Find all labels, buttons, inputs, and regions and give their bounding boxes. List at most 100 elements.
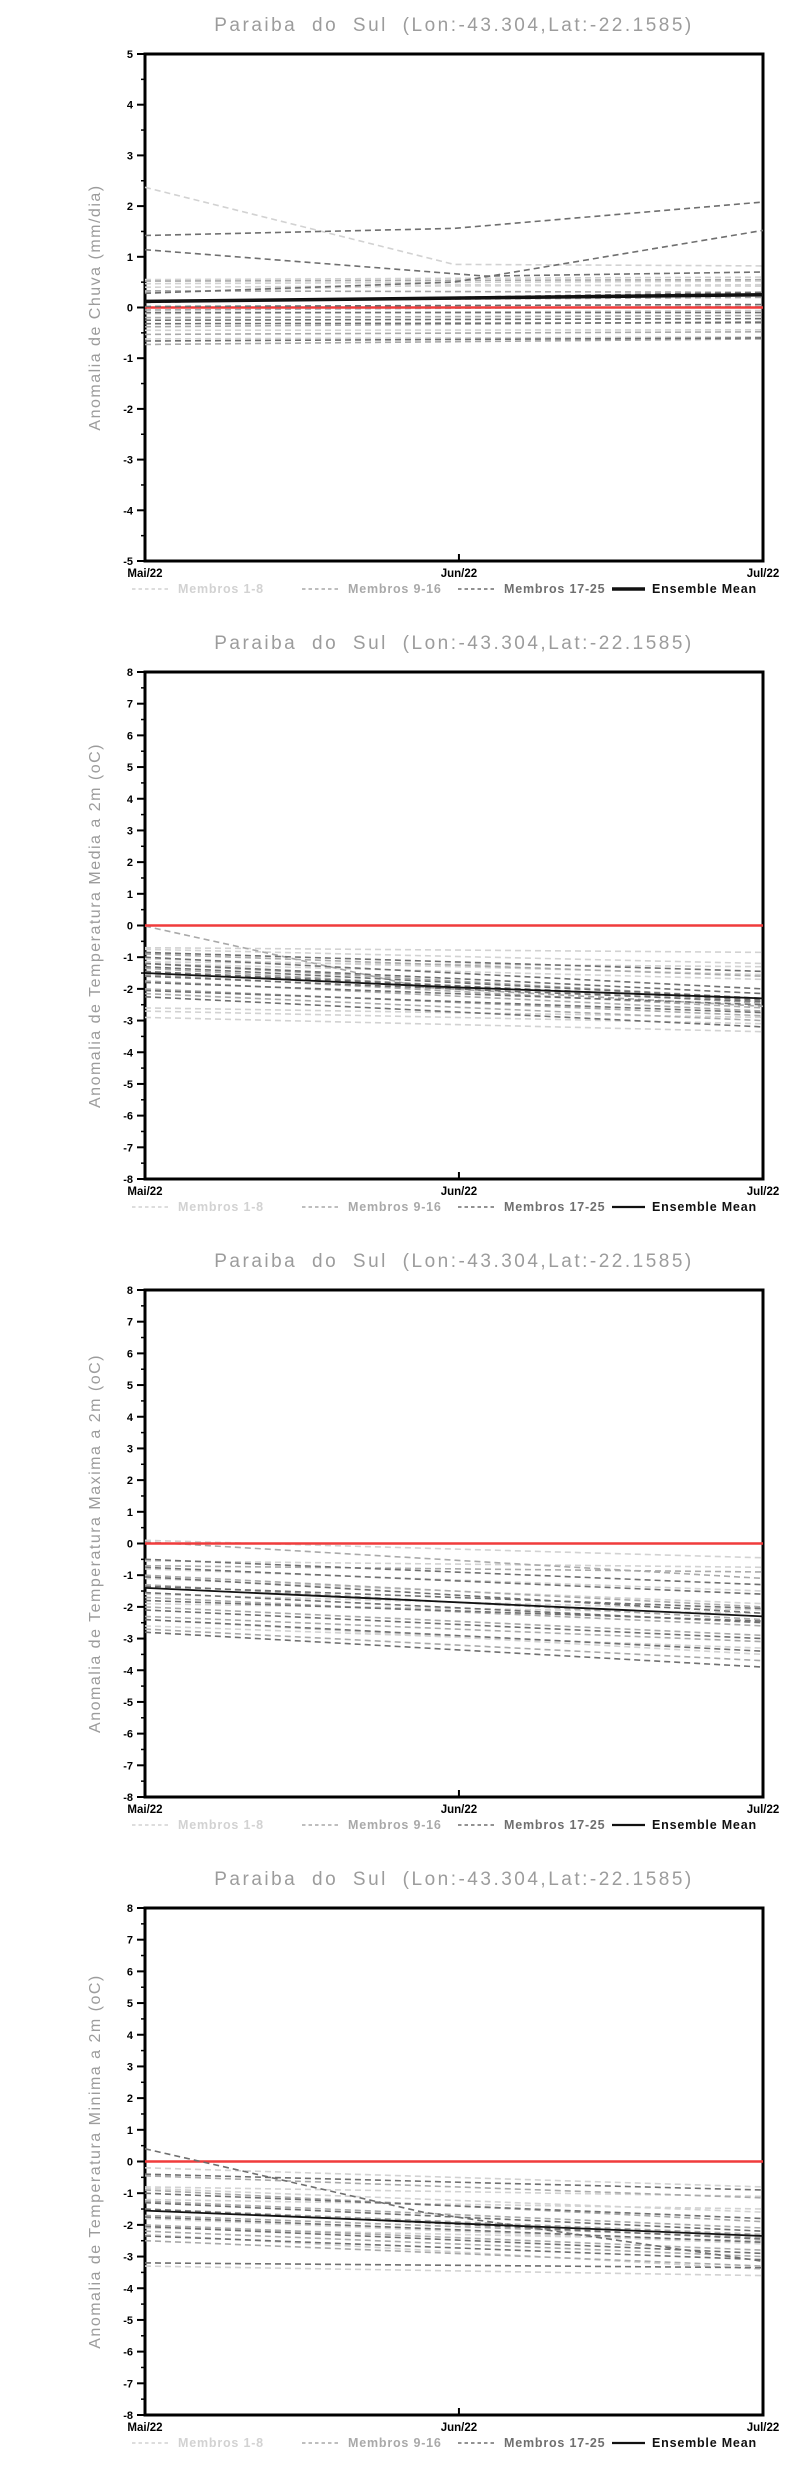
y-tick-label: 5 xyxy=(127,762,133,774)
y-tick-label: 1 xyxy=(127,889,133,901)
member-line-members_9_16 xyxy=(144,338,764,346)
member-line-members_9_16 xyxy=(144,278,764,282)
x-tick-label: Mai/22 xyxy=(127,1804,162,1816)
member-line-members_17_25 xyxy=(144,248,764,277)
member-line-members_17_25 xyxy=(144,1609,764,1640)
y-tick-label: 3 xyxy=(127,150,133,162)
y-tick-label: 0 xyxy=(127,303,133,315)
legend-label: Membros 17-25 xyxy=(504,1200,605,1214)
member-line-members_17_25 xyxy=(144,975,764,1003)
member-line-members_9_16 xyxy=(144,290,764,294)
member-line-members_17_25 xyxy=(144,2173,764,2191)
member-line-members_17_25 xyxy=(144,1566,764,1595)
y-tick-label: -3 xyxy=(123,1634,133,1646)
y-tick-label: -2 xyxy=(123,2220,133,2232)
member-line-members_17_25 xyxy=(144,956,764,990)
member-line-members_1_8 xyxy=(144,2265,764,2277)
x-tick-label: Jul/22 xyxy=(747,568,780,580)
member-line-members_1_8 xyxy=(144,962,764,981)
legend-label: Membros 9-16 xyxy=(348,1200,442,1214)
member-line-members_17_25 xyxy=(144,321,764,325)
y-tick-label: 7 xyxy=(127,1935,133,1947)
legend-label: Membros 1-8 xyxy=(178,1818,264,1832)
y-tick-label: -4 xyxy=(123,505,134,517)
member-line-members_1_8 xyxy=(144,280,764,285)
y-tick-label: 4 xyxy=(127,1412,134,1424)
member-line-members_1_8 xyxy=(144,2198,764,2210)
member-line-members_9_16 xyxy=(144,1628,764,1662)
member-line-members_17_25 xyxy=(144,2192,764,2220)
chart-canvas: Paraiba do Sul (Lon:-43.304,Lat:-22.1585… xyxy=(87,1869,780,2450)
member-line-members_17_25 xyxy=(144,229,764,295)
y-tick-label: 4 xyxy=(127,794,134,806)
y-tick-label: -4 xyxy=(123,1047,134,1059)
y-tick-label: 0 xyxy=(127,921,133,933)
member-line-members_17_25 xyxy=(144,2148,764,2263)
y-tick-label: -6 xyxy=(123,1111,133,1123)
y-tick-label: 7 xyxy=(127,1317,133,1329)
y-tick-label: 2 xyxy=(127,201,133,213)
y-tick-label: 1 xyxy=(127,1507,133,1519)
member-line-members_1_8 xyxy=(144,1560,764,1569)
y-tick-label: 0 xyxy=(127,2157,133,2169)
y-axis-label: Anomalia de Temperatura Maxima a 2m (oC) xyxy=(87,1354,104,1733)
y-axis-label: Anomalia de Temperatura Minima a 2m (oC) xyxy=(87,1974,104,2349)
legend-label: Membros 17-25 xyxy=(504,2436,605,2450)
y-tick-label: -5 xyxy=(123,556,133,568)
y-tick-label: 4 xyxy=(127,100,134,112)
y-tick-label: 0 xyxy=(127,1539,133,1551)
member-line-members_9_16 xyxy=(144,2230,764,2258)
member-line-members_17_25 xyxy=(144,951,764,973)
y-tick-label: 3 xyxy=(127,1443,133,1455)
chart-canvas: Paraiba do Sul (Lon:-43.304,Lat:-22.1585… xyxy=(87,15,780,596)
member-line-members_9_16 xyxy=(144,2224,764,2251)
member-line-members_17_25 xyxy=(144,981,764,1006)
y-tick-label: 6 xyxy=(127,730,133,742)
legend-label: Membros 1-8 xyxy=(178,1200,264,1214)
y-tick-label: 1 xyxy=(127,252,133,264)
y-tick-label: -4 xyxy=(123,1665,134,1677)
y-tick-label: -7 xyxy=(123,1760,133,1772)
y-tick-label: -1 xyxy=(123,353,133,365)
y-tick-label: 7 xyxy=(127,699,133,711)
member-line-members_1_8 xyxy=(144,2187,764,2213)
y-tick-label: 3 xyxy=(127,2061,133,2073)
member-line-members_1_8 xyxy=(144,948,764,965)
y-tick-label: 1 xyxy=(127,2125,133,2137)
legend-label: Ensemble Mean xyxy=(652,2436,757,2450)
y-tick-label: -8 xyxy=(123,1792,133,1804)
ensemble-mean-line xyxy=(144,2209,764,2237)
y-tick-label: -7 xyxy=(123,1142,133,1154)
member-line-members_17_25 xyxy=(144,996,764,1028)
y-tick-label: -6 xyxy=(123,2347,133,2359)
y-tick-label: -8 xyxy=(123,2410,133,2422)
legend-label: Ensemble Mean xyxy=(652,1200,757,1214)
legend-label: Membros 9-16 xyxy=(348,582,442,596)
x-tick-label: Jun/22 xyxy=(441,2422,477,2434)
member-line-members_1_8 xyxy=(144,186,764,267)
member-line-members_17_25 xyxy=(144,1618,764,1652)
member-line-members_9_16 xyxy=(144,2200,764,2229)
legend-label: Membros 9-16 xyxy=(348,1818,442,1832)
y-tick-label: -1 xyxy=(123,1570,133,1582)
legend-label: Membros 17-25 xyxy=(504,1818,605,1832)
y-tick-label: -7 xyxy=(123,2378,133,2390)
x-tick-label: Jul/22 xyxy=(747,2422,780,2434)
member-line-members_1_8 xyxy=(144,2167,764,2188)
member-line-members_17_25 xyxy=(144,962,764,995)
y-tick-label: 5 xyxy=(127,49,133,61)
legend-label: Membros 1-8 xyxy=(178,2436,264,2450)
x-tick-label: Mai/22 xyxy=(127,568,162,580)
member-line-members_17_25 xyxy=(144,1631,764,1668)
chart-title: Paraiba do Sul (Lon:-43.304,Lat:-22.1585… xyxy=(214,633,693,654)
chart-title: Paraiba do Sul (Lon:-43.304,Lat:-22.1585… xyxy=(214,1251,693,1272)
legend-label: Ensemble Mean xyxy=(652,582,757,596)
y-tick-label: 2 xyxy=(127,857,133,869)
y-tick-label: -1 xyxy=(123,952,133,964)
y-axis-label: Anomalia de Temperatura Media a 2m (oC) xyxy=(87,743,104,1108)
y-tick-label: -3 xyxy=(123,455,133,467)
member-line-members_17_25 xyxy=(144,317,764,321)
y-tick-label: -3 xyxy=(123,1016,133,1028)
member-line-members_9_16 xyxy=(144,1615,764,1643)
y-tick-label: -2 xyxy=(123,1602,133,1614)
